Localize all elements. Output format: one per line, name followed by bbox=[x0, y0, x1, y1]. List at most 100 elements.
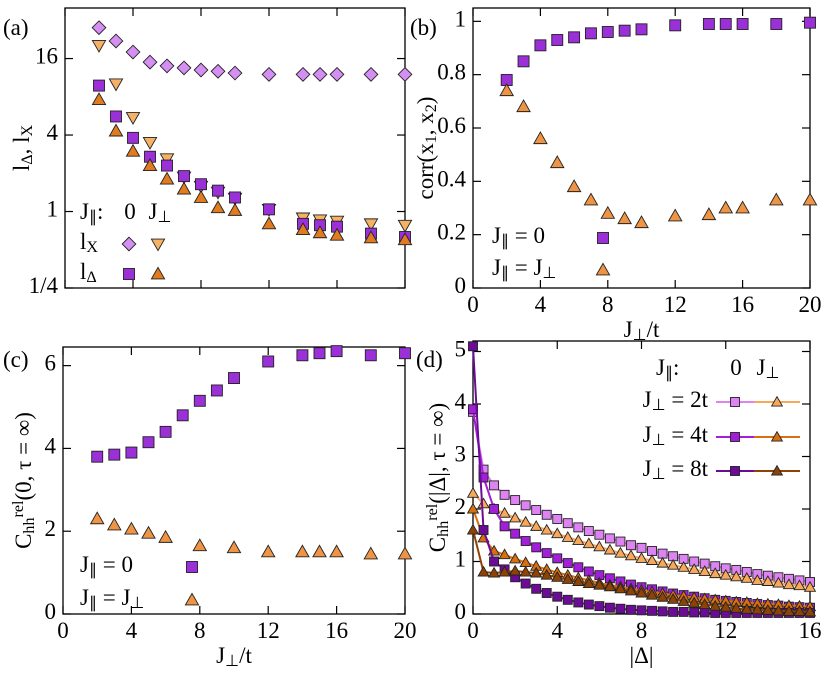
data-point bbox=[761, 575, 775, 586]
legend-marker bbox=[770, 464, 784, 476]
y-axis-label: Chhrel(0, τ = ∞) bbox=[10, 412, 38, 549]
data-point bbox=[125, 112, 141, 125]
x-tick-label: 4 bbox=[535, 292, 547, 317]
data-point bbox=[125, 446, 138, 459]
data-point bbox=[677, 560, 690, 572]
data-point bbox=[329, 227, 345, 241]
data-point bbox=[618, 24, 631, 37]
data-point bbox=[604, 602, 615, 613]
data-point bbox=[178, 170, 190, 183]
data-point bbox=[549, 155, 565, 169]
data-point bbox=[666, 558, 680, 570]
data-point bbox=[635, 586, 648, 598]
legend-column: J⊥ bbox=[757, 355, 780, 382]
data-point bbox=[210, 63, 226, 79]
data-point bbox=[260, 544, 276, 558]
x-axis-label: |Δ| bbox=[630, 643, 654, 668]
data-point bbox=[363, 218, 379, 232]
y-tick-label: 0.2 bbox=[437, 220, 466, 245]
data-point bbox=[91, 92, 107, 106]
data-point bbox=[666, 592, 680, 604]
legend-marker bbox=[184, 592, 200, 606]
data-point bbox=[566, 179, 582, 193]
legend-label: J∥ = 0 bbox=[80, 552, 133, 579]
data-point bbox=[159, 58, 175, 74]
x-tick-label: 20 bbox=[394, 618, 417, 643]
data-point bbox=[582, 537, 596, 549]
data-point bbox=[399, 347, 411, 360]
x-axis-label: J⊥/t bbox=[216, 643, 252, 670]
data-point bbox=[176, 409, 189, 422]
y-tick-label: 0 bbox=[455, 599, 467, 624]
data-point bbox=[478, 525, 489, 535]
legend-label: lX bbox=[80, 229, 98, 256]
data-point bbox=[617, 211, 633, 225]
data-point bbox=[125, 143, 141, 157]
data-point bbox=[478, 472, 489, 483]
data-point bbox=[793, 579, 806, 591]
y-axis-label: lΔ, lX bbox=[9, 124, 36, 171]
data-point bbox=[615, 603, 626, 614]
data-point bbox=[667, 208, 683, 222]
data-point bbox=[228, 372, 240, 384]
data-point bbox=[329, 544, 344, 558]
legend-marker bbox=[123, 268, 135, 280]
data-point bbox=[159, 425, 172, 438]
data-point bbox=[583, 526, 594, 536]
data-point bbox=[626, 604, 636, 615]
data-point bbox=[770, 18, 783, 30]
data-point bbox=[142, 436, 155, 449]
data-point bbox=[176, 60, 192, 76]
legend-marker bbox=[150, 266, 166, 280]
data-point bbox=[626, 540, 636, 551]
panel-label: (d) bbox=[416, 347, 443, 372]
data-point bbox=[540, 523, 553, 535]
data-point bbox=[93, 79, 105, 92]
data-point bbox=[735, 200, 750, 214]
data-point bbox=[487, 566, 501, 578]
data-point bbox=[468, 341, 478, 352]
data-point bbox=[552, 591, 563, 602]
data-point bbox=[499, 83, 515, 97]
data-point bbox=[397, 232, 413, 246]
data-point bbox=[499, 521, 510, 532]
data-point bbox=[603, 580, 617, 592]
legend-marker bbox=[150, 238, 166, 252]
legend-label: J∥ = J⊥ bbox=[492, 255, 556, 282]
data-point bbox=[718, 200, 734, 214]
legend-marker bbox=[730, 397, 740, 407]
y-tick-label: 4 bbox=[47, 120, 59, 145]
data-point bbox=[110, 110, 122, 123]
x-tick-label: 0 bbox=[467, 618, 479, 643]
data-point bbox=[91, 40, 107, 53]
data-point bbox=[719, 18, 732, 30]
data-point bbox=[793, 605, 806, 616]
data-point bbox=[261, 66, 277, 82]
legend-marker bbox=[186, 561, 198, 573]
data-point bbox=[141, 525, 156, 539]
data-point bbox=[603, 543, 617, 555]
data-point bbox=[533, 131, 548, 145]
data-point bbox=[508, 552, 522, 564]
data-point bbox=[572, 575, 585, 586]
data-point bbox=[499, 489, 510, 500]
data-point bbox=[668, 606, 679, 617]
data-point bbox=[568, 31, 581, 44]
data-point bbox=[678, 606, 689, 617]
data-point bbox=[647, 605, 657, 616]
data-point bbox=[634, 215, 649, 229]
legend-marker bbox=[730, 466, 740, 476]
data-point bbox=[561, 573, 574, 584]
data-point bbox=[645, 588, 659, 600]
data-point bbox=[645, 554, 659, 565]
data-point bbox=[604, 533, 615, 544]
data-point bbox=[516, 99, 531, 113]
x-tick-label: 16 bbox=[731, 292, 754, 317]
y-tick-label: 0 bbox=[45, 599, 57, 624]
data-point bbox=[687, 563, 701, 574]
data-point bbox=[709, 599, 722, 611]
data-point bbox=[125, 44, 141, 60]
legend-title: J∥: bbox=[656, 355, 679, 382]
panel-label: (a) bbox=[3, 15, 29, 40]
data-point bbox=[719, 568, 732, 580]
